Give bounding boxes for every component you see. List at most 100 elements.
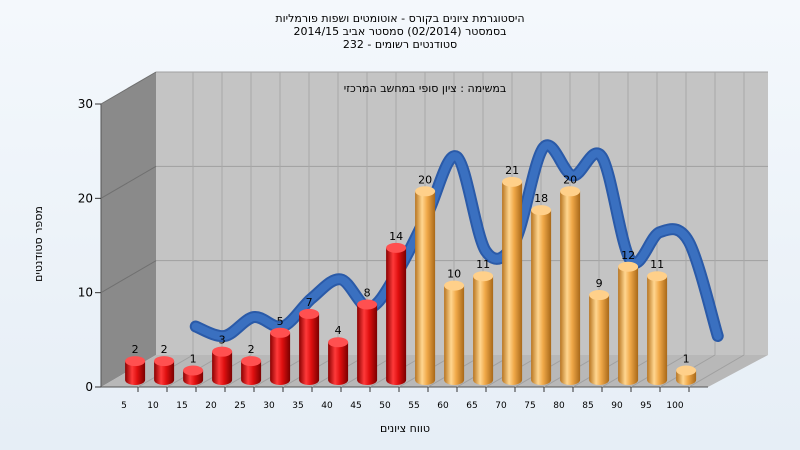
bar [154,356,175,385]
data-label: 9 [596,277,603,290]
bar-body [415,191,436,385]
x-tick-label: 40 [321,401,333,411]
bar-body [299,313,320,385]
bar-top [183,365,204,376]
bar-top [676,365,697,376]
bar [299,308,320,385]
bar-body [647,276,668,385]
x-tick-label: 85 [582,401,593,411]
y-axis-title: מספר סטודנטים [32,206,45,282]
gridline-side [100,71,157,105]
data-label: 11 [650,258,664,271]
bar [676,365,697,385]
y-tick-label: 0 [85,380,93,394]
bars [125,176,697,385]
bar-body [212,351,233,385]
y-tick-label: 10 [78,286,93,300]
x-tick-label: 95 [640,401,651,411]
bar-top [299,308,320,319]
bar-body [531,210,552,385]
bar [647,271,668,385]
x-tick-label: 50 [379,401,391,411]
bar-body [241,361,262,385]
bar [270,327,291,385]
x-tick-label: 80 [553,401,565,411]
gridline-side [100,260,157,294]
x-axis-title: טווח ציונים [380,422,430,435]
bar-body [154,361,175,385]
bar [357,299,378,385]
x-tick-label: 20 [205,401,217,411]
data-label: 20 [563,173,577,186]
x-tick-label: 35 [292,401,303,411]
data-label: 2 [248,343,255,356]
bar-top [531,205,552,216]
bar-top [647,271,668,282]
bar-top [473,271,494,282]
data-label: 7 [306,296,313,309]
bar-body [502,181,523,385]
bar-top [618,261,639,272]
x-tick-label: 15 [176,401,187,411]
y-axis-ticks: 0 10 20 30 [78,97,101,394]
data-label: 20 [418,173,432,186]
data-label: 11 [476,258,490,271]
x-tick-label: 60 [437,401,449,411]
data-label: 1 [683,353,690,366]
data-label: 12 [621,249,635,262]
x-tick-label: 75 [524,401,535,411]
bar-body [125,361,146,385]
data-label: 14 [389,230,403,243]
bar-body [328,342,349,385]
bar-body [357,304,378,385]
bar-top [386,242,407,253]
bar [502,176,523,385]
bar [444,280,465,385]
title-line-2: בסמסטר (02/2014) סמסטר אביב 2014/15 [293,25,506,38]
x-tick-label: 10 [147,401,159,411]
data-label: 4 [335,324,342,337]
bar [183,365,204,385]
y-tick-label: 20 [78,191,93,205]
x-tick-label: 100 [666,401,683,411]
data-label: 1 [190,353,197,366]
gridline-floor [688,354,745,388]
left-wall [101,72,156,387]
bar [212,346,233,385]
bar-top [328,337,349,348]
bar-top [241,356,262,367]
data-label: 3 [219,334,226,347]
x-tick-label: 90 [611,401,623,411]
bar-body [618,266,639,385]
bar-body [589,295,610,385]
title-line-1: היסטוגרמת ציונים בקורס - אוטומטים ושפות … [275,12,524,25]
bar-top [125,356,146,367]
bar-top [357,299,378,310]
trend-ribbon [189,139,724,343]
bar [589,290,610,385]
bar [415,186,436,385]
bar [618,261,639,385]
bar-top [270,327,291,338]
data-label: 18 [534,192,548,205]
bar-body [270,332,291,385]
x-tick-label: 70 [495,401,507,411]
bar [125,356,146,385]
x-axis-ticks: 5 10 15 20 25 30 35 40 45 50 55 60 65 70 75 80 85 90 95 100 [121,387,690,411]
data-label: 21 [505,164,519,177]
bar-body [560,191,581,385]
data-label: 10 [447,268,461,281]
trend-ribbon-line [191,141,722,341]
bar-top [154,356,175,367]
x-tick-label: 45 [350,401,361,411]
x-tick-label: 30 [263,401,275,411]
bar-top [502,176,523,187]
bar [241,356,262,385]
y-tick-label: 30 [78,97,93,111]
data-label: 2 [161,343,168,356]
gridline-side [100,165,157,199]
bar [328,337,349,385]
bar [531,205,552,385]
